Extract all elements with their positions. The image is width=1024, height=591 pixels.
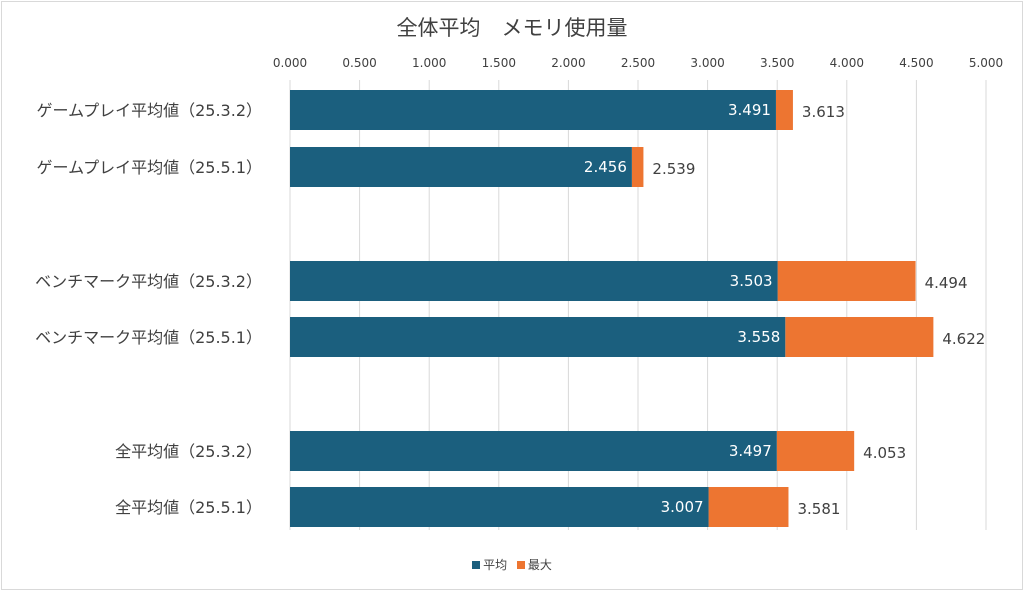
- category-label: ゲームプレイ平均値（25.5.1）: [37, 158, 262, 177]
- category-label: 全平均値（25.3.2）: [115, 442, 262, 461]
- data-label-max: 4.494: [925, 274, 968, 292]
- data-label-average: 2.456: [584, 158, 627, 176]
- x-tick-label: 0.000: [273, 56, 307, 70]
- legend-label-average: 平均: [483, 558, 508, 572]
- x-tick-label: 2.500: [621, 56, 655, 70]
- x-tick-label: 0.500: [342, 56, 376, 70]
- category-label: ゲームプレイ平均値（25.3.2）: [37, 101, 262, 120]
- data-label-max: 4.053: [863, 444, 906, 462]
- bar-average: [290, 487, 709, 527]
- legend-swatch-max: [516, 561, 525, 569]
- x-tick-label: 4.500: [899, 56, 933, 70]
- bar-max: [708, 487, 789, 527]
- legend-label-max: 最大: [527, 558, 552, 572]
- bar-max: [777, 261, 916, 301]
- bar-average: [290, 147, 632, 187]
- category-label: ベンチマーク平均値（25.3.2）: [35, 272, 262, 291]
- data-label-max: 3.613: [802, 103, 845, 121]
- bar-max: [775, 90, 793, 130]
- data-label-average: 3.497: [729, 442, 772, 460]
- bar-average: [290, 317, 786, 357]
- chart-title: 全体平均 メモリ使用量: [396, 16, 628, 40]
- legend-swatch-average: [472, 561, 481, 569]
- bar-max: [631, 147, 644, 187]
- x-tick-label: 5.000: [969, 56, 1003, 70]
- x-tick-label: 1.000: [412, 56, 446, 70]
- x-tick-label: 3.000: [690, 56, 724, 70]
- x-tick-label: 4.000: [830, 56, 864, 70]
- data-label-max: 3.581: [797, 500, 840, 518]
- x-tick-label: 2.000: [551, 56, 585, 70]
- data-label-average: 3.558: [737, 328, 780, 346]
- bar-average: [290, 431, 777, 471]
- x-tick-label: 3.500: [760, 56, 794, 70]
- bar-max: [776, 431, 855, 471]
- data-label-max: 2.539: [652, 160, 695, 178]
- category-label: ベンチマーク平均値（25.5.1）: [35, 328, 262, 347]
- data-label-average: 3.491: [728, 101, 771, 119]
- bar-average: [290, 261, 778, 301]
- category-label: 全平均値（25.5.1）: [115, 498, 262, 517]
- bar-average: [290, 90, 776, 130]
- data-label-average: 3.007: [661, 498, 704, 516]
- x-tick-label: 1.500: [482, 56, 516, 70]
- legend-item-max: 最大: [516, 556, 552, 573]
- data-label-average: 3.503: [730, 272, 773, 290]
- legend-item-average: 平均: [472, 556, 507, 573]
- chart-legend: 平均 最大: [0, 556, 1024, 573]
- bar-max: [785, 317, 934, 357]
- data-label-max: 4.622: [942, 330, 985, 348]
